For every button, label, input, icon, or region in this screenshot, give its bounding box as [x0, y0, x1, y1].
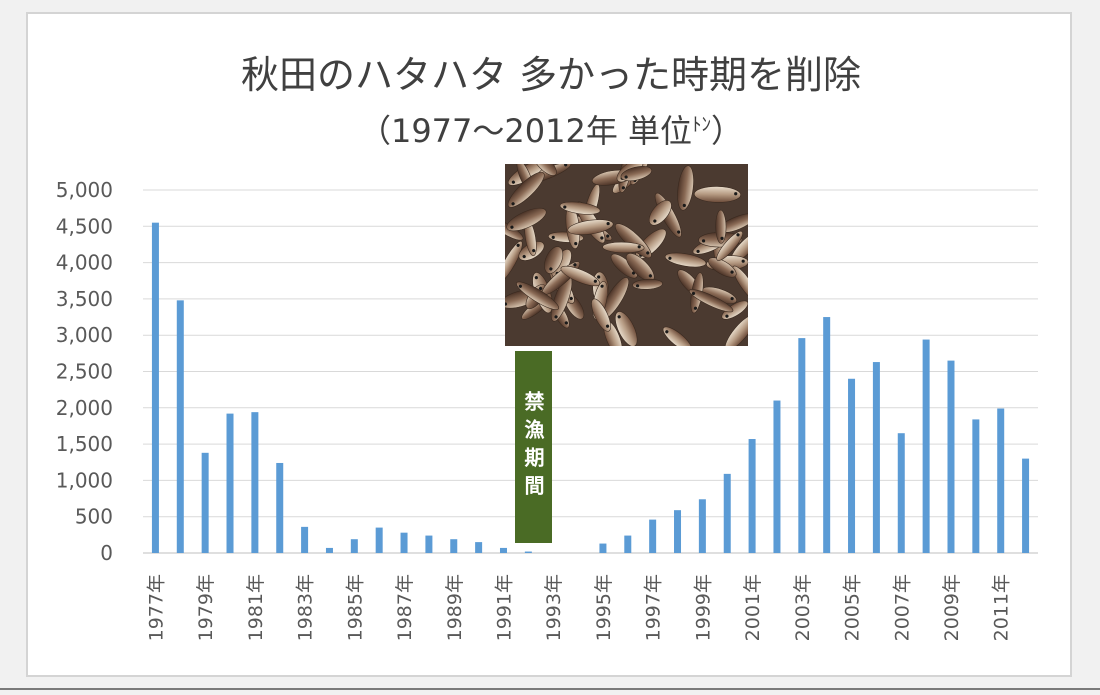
bottom-border [0, 688, 1100, 690]
bar [1022, 458, 1030, 553]
x-axis-ticks: 1977年 1979年 1981年 1983年 1985年 1987年 1989年 1991年… [145, 574, 1012, 641]
bar [723, 473, 731, 553]
x-tick-label: 1995年 [593, 574, 615, 641]
y-tick-label: 5,000 [56, 178, 113, 202]
x-tick-label: 2011年 [991, 574, 1013, 641]
bar [624, 535, 632, 553]
bar [947, 360, 955, 553]
y-tick-label: 4,000 [56, 251, 113, 275]
y-axis-ticks: 5,000 4,500 4,000 3,500 3,000 2,500 2,000 1,500… [56, 178, 113, 565]
bar [201, 452, 209, 553]
x-tick-label: 2009年 [941, 574, 963, 641]
y-tick-label: 1,000 [56, 468, 113, 492]
fish-photo [489, 151, 761, 356]
bar [425, 535, 433, 553]
bar [276, 462, 284, 553]
y-tick-label: 4,500 [56, 214, 113, 238]
x-tick-label: 1983年 [295, 574, 317, 641]
y-tick-label: 1,500 [56, 432, 113, 456]
x-tick-label: 1977年 [145, 574, 167, 641]
y-tick-label: 2,000 [56, 396, 113, 420]
x-tick-label: 2001年 [742, 574, 764, 641]
bar [375, 527, 383, 553]
bars [151, 222, 1030, 554]
bar [798, 338, 806, 553]
bar [748, 439, 756, 553]
x-tick-label: 1991年 [493, 574, 515, 641]
bar [499, 547, 507, 553]
x-tick-label: 1997年 [643, 574, 665, 641]
bar [848, 378, 856, 553]
fish-pile-photo-icon [489, 151, 761, 356]
chart-subtitle-close: ） [711, 112, 744, 150]
bar [872, 362, 880, 553]
x-tick-label: 1999年 [692, 574, 714, 641]
y-tick-label: 3,500 [56, 287, 113, 311]
x-tick-label: 1981年 [245, 574, 267, 641]
bar [151, 222, 159, 554]
bar [524, 551, 532, 553]
bar [599, 543, 607, 553]
x-tick-label: 1985年 [344, 574, 366, 641]
chart-title: 秋田のハタハタ 多かった時期を削除 [240, 53, 862, 97]
chart-subtitle-main: （1977〜2012年 単位 [358, 112, 693, 150]
x-tick-label: 2007年 [891, 574, 913, 641]
fishing-ban-text: 禁漁期間 [521, 391, 545, 503]
bar [450, 539, 458, 553]
bar [301, 526, 309, 553]
bar [400, 532, 408, 553]
x-tick-label: 1993年 [543, 574, 565, 641]
bar [972, 419, 980, 553]
bar [176, 300, 184, 553]
fishing-ban-label: 禁漁期間 [515, 351, 552, 543]
bar [350, 539, 358, 553]
bar [823, 317, 831, 553]
x-tick-label: 2005年 [842, 574, 864, 641]
y-tick-label: 0 [100, 541, 113, 565]
chart-frame: 秋田のハタハタ 多かった時期を削除 （1977〜2012年 単位ﾄﾝ） 5,00… [26, 12, 1072, 677]
bar [897, 433, 905, 553]
bar [922, 339, 930, 553]
y-tick-label: 3,000 [56, 323, 113, 347]
x-tick-label: 1987年 [394, 574, 416, 641]
bar [997, 408, 1005, 553]
bar [251, 412, 259, 553]
y-tick-label: 2,500 [56, 360, 113, 384]
bar [649, 519, 657, 553]
x-tick-label: 1989年 [444, 574, 466, 641]
x-tick-label: 2003年 [792, 574, 814, 641]
bar [773, 400, 781, 553]
bar [226, 413, 234, 553]
bar [698, 499, 706, 553]
chart-subtitle: （1977〜2012年 単位ﾄﾝ） [28, 106, 1074, 152]
bar-chart: 5,000 4,500 4,000 3,500 3,000 2,500 2,000 1,500… [56, 178, 1038, 641]
bar [475, 542, 483, 553]
bar [674, 510, 682, 553]
y-tick-label: 500 [75, 505, 113, 529]
x-tick-label: 1979年 [195, 574, 217, 641]
bar [325, 547, 333, 553]
chart-subtitle-unit: ﾄﾝ [692, 113, 712, 136]
